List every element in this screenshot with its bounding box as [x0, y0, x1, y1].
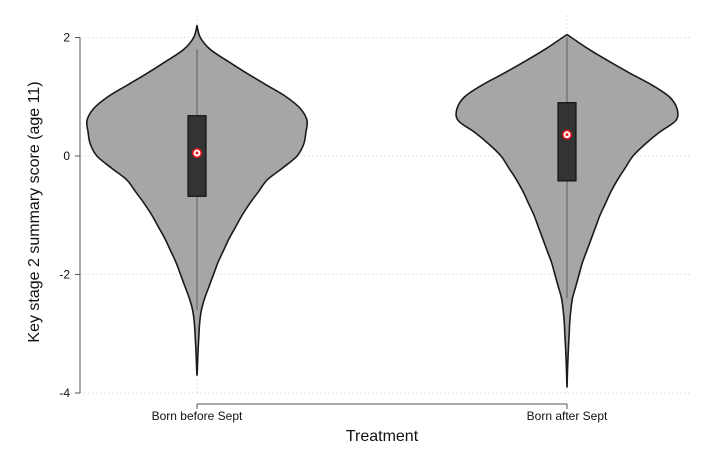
iqr-box	[557, 102, 577, 182]
y-axis: 2 0 -2 -4	[59, 31, 81, 400]
y-tick-label: 0	[63, 149, 70, 163]
x-axis: Born before Sept Born after Sept	[152, 403, 608, 423]
median-marker-dot	[195, 151, 199, 155]
y-axis-title: Key stage 2 summary score (age 11)	[26, 81, 43, 342]
x-tick-label: Born before Sept	[152, 409, 243, 423]
median-marker-dot	[565, 133, 569, 137]
x-axis-title: Treatment	[346, 428, 419, 445]
y-tick-label: -4	[59, 386, 70, 400]
y-tick-label: 2	[63, 31, 70, 45]
violin-group	[85, 24, 309, 377]
x-tick-label: Born after Sept	[527, 409, 608, 423]
y-tick-label: -2	[59, 268, 70, 282]
violins	[85, 24, 679, 388]
violin-group	[455, 33, 679, 388]
